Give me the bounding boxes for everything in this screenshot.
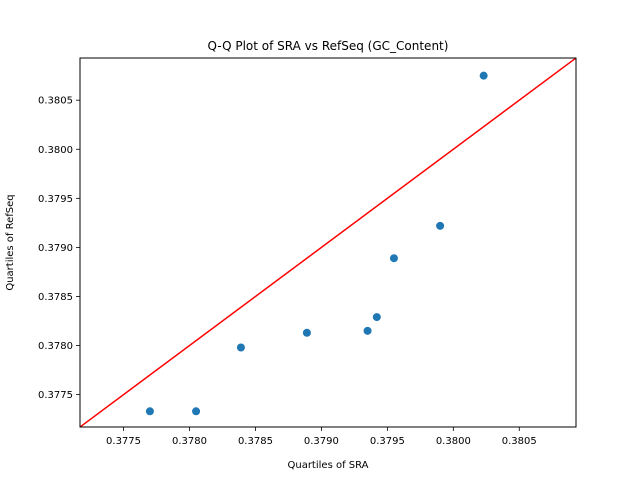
data-point: [192, 407, 201, 416]
x-axis-title: Quartiles of SRA: [287, 460, 368, 471]
y-tick-label: 0.3780: [38, 341, 73, 352]
data-point: [302, 328, 311, 337]
y-tick-label: 0.3800: [38, 145, 73, 156]
data-point: [479, 71, 488, 80]
data-point: [236, 343, 245, 352]
y-tick-label: 0.3775: [38, 390, 73, 401]
x-tick-label: 0.3775: [106, 436, 141, 447]
data-point: [372, 313, 381, 322]
x-tick-label: 0.3805: [502, 436, 537, 447]
y-tick-label: 0.3785: [38, 292, 73, 303]
data-point: [436, 221, 445, 230]
x-tick-label: 0.3785: [238, 436, 273, 447]
x-tick-label: 0.3795: [370, 436, 405, 447]
y-axis-title: Quartiles of RefSeq: [5, 194, 16, 290]
y-tick-label: 0.3790: [38, 243, 73, 254]
y-tick-label: 0.3795: [38, 194, 73, 205]
reference-line: [80, 58, 576, 427]
axes-frame: [79, 57, 577, 428]
y-tick-label: 0.3805: [38, 96, 73, 107]
x-tick-label: 0.3790: [304, 436, 339, 447]
chart-title: Q-Q Plot of SRA vs RefSeq (GC_Content): [208, 39, 449, 53]
x-tick-label: 0.3780: [172, 436, 207, 447]
data-point: [145, 407, 154, 416]
x-tick-label: 0.3800: [436, 436, 471, 447]
data-point: [363, 326, 372, 335]
data-point: [389, 254, 398, 263]
plot-area: 0.3775 0.3780 0.3785 0.3790 0.3795 0.3800 0.38…: [38, 57, 577, 447]
